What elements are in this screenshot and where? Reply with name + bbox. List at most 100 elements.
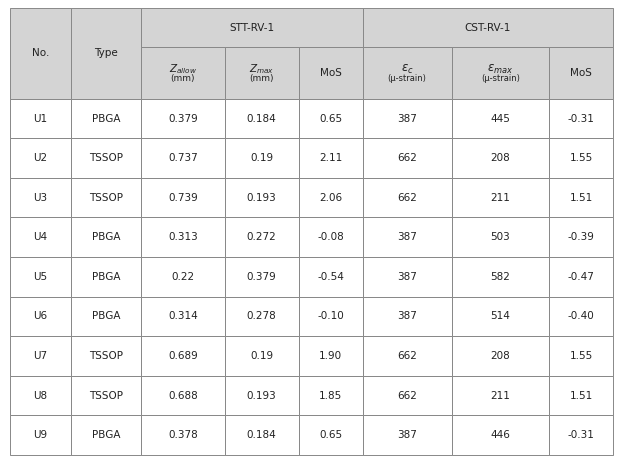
Bar [452, 178, 549, 218]
Bar [549, 297, 613, 336]
Bar [549, 178, 613, 218]
Bar [70, 99, 141, 138]
Text: 0.379: 0.379 [247, 272, 277, 282]
Bar [298, 376, 363, 415]
Bar [452, 297, 549, 336]
Bar [549, 336, 613, 376]
Text: U9: U9 [33, 430, 47, 440]
Bar [70, 218, 141, 257]
Text: (μ-strain): (μ-strain) [481, 74, 520, 83]
Text: -0.31: -0.31 [568, 430, 594, 440]
Bar [363, 99, 452, 138]
Bar [225, 99, 298, 138]
Bar [10, 257, 70, 297]
Bar [141, 178, 225, 218]
Bar [10, 297, 70, 336]
Text: -0.54: -0.54 [317, 272, 344, 282]
Bar [298, 47, 363, 99]
Bar [298, 336, 363, 376]
Text: MoS: MoS [320, 68, 341, 78]
Bar [225, 218, 298, 257]
Bar [70, 178, 141, 218]
Bar [363, 297, 452, 336]
Bar [363, 8, 613, 47]
Text: 0.313: 0.313 [168, 232, 198, 242]
Text: 662: 662 [397, 193, 417, 203]
Text: U5: U5 [33, 272, 47, 282]
Bar [452, 336, 549, 376]
Text: TSSOP: TSSOP [89, 391, 123, 400]
Text: U4: U4 [33, 232, 47, 242]
Bar [141, 376, 225, 415]
Bar [10, 99, 70, 138]
Bar [141, 257, 225, 297]
Text: 1.55: 1.55 [569, 351, 592, 361]
Text: 0.193: 0.193 [247, 391, 277, 400]
Bar [10, 336, 70, 376]
Bar [70, 257, 141, 297]
Text: 387: 387 [397, 232, 417, 242]
Text: (μ-strain): (μ-strain) [388, 74, 427, 83]
Bar [10, 8, 70, 99]
Bar [225, 376, 298, 415]
Text: 514: 514 [490, 312, 510, 321]
Text: U1: U1 [33, 113, 47, 124]
Text: 1.51: 1.51 [569, 193, 592, 203]
Text: 662: 662 [397, 153, 417, 163]
Text: 1.85: 1.85 [319, 391, 342, 400]
Text: 208: 208 [490, 153, 510, 163]
Bar [225, 138, 298, 178]
Text: 582: 582 [490, 272, 510, 282]
Bar [363, 257, 452, 297]
Text: U8: U8 [33, 391, 47, 400]
Bar [549, 415, 613, 455]
Bar [452, 99, 549, 138]
Text: 662: 662 [397, 391, 417, 400]
Text: 0.278: 0.278 [247, 312, 277, 321]
Text: 445: 445 [490, 113, 510, 124]
Text: 387: 387 [397, 113, 417, 124]
Text: Type: Type [94, 48, 118, 58]
Bar [549, 99, 613, 138]
Text: $\varepsilon_c$: $\varepsilon_c$ [401, 63, 414, 75]
Bar [298, 138, 363, 178]
Bar [10, 218, 70, 257]
Bar [225, 297, 298, 336]
Text: 0.65: 0.65 [319, 113, 342, 124]
Bar [452, 218, 549, 257]
Bar [70, 138, 141, 178]
Text: 387: 387 [397, 312, 417, 321]
Text: (mm): (mm) [171, 74, 195, 83]
Text: (mm): (mm) [249, 74, 274, 83]
Text: 0.379: 0.379 [168, 113, 198, 124]
Text: 0.193: 0.193 [247, 193, 277, 203]
Bar [225, 336, 298, 376]
Text: 0.739: 0.739 [168, 193, 198, 203]
Text: 2.06: 2.06 [319, 193, 342, 203]
Text: 446: 446 [490, 430, 510, 440]
Bar [141, 8, 363, 47]
Bar [10, 376, 70, 415]
Bar [225, 415, 298, 455]
Text: $Z_{allow}$: $Z_{allow}$ [169, 62, 197, 76]
Text: $Z_{max}$: $Z_{max}$ [249, 62, 274, 76]
Text: TSSOP: TSSOP [89, 193, 123, 203]
Text: $\varepsilon_{max}$: $\varepsilon_{max}$ [487, 63, 513, 75]
Text: 662: 662 [397, 351, 417, 361]
Bar [452, 415, 549, 455]
Text: 0.22: 0.22 [171, 272, 194, 282]
Text: 0.65: 0.65 [319, 430, 342, 440]
Bar [549, 47, 613, 99]
Bar [363, 178, 452, 218]
Bar [141, 297, 225, 336]
Bar [225, 257, 298, 297]
Text: -0.39: -0.39 [568, 232, 594, 242]
Bar [549, 376, 613, 415]
Text: 387: 387 [397, 430, 417, 440]
Text: PBGA: PBGA [92, 113, 120, 124]
Text: 1.55: 1.55 [569, 153, 592, 163]
Text: -0.08: -0.08 [317, 232, 344, 242]
Bar [363, 415, 452, 455]
Bar [298, 218, 363, 257]
Bar [141, 336, 225, 376]
